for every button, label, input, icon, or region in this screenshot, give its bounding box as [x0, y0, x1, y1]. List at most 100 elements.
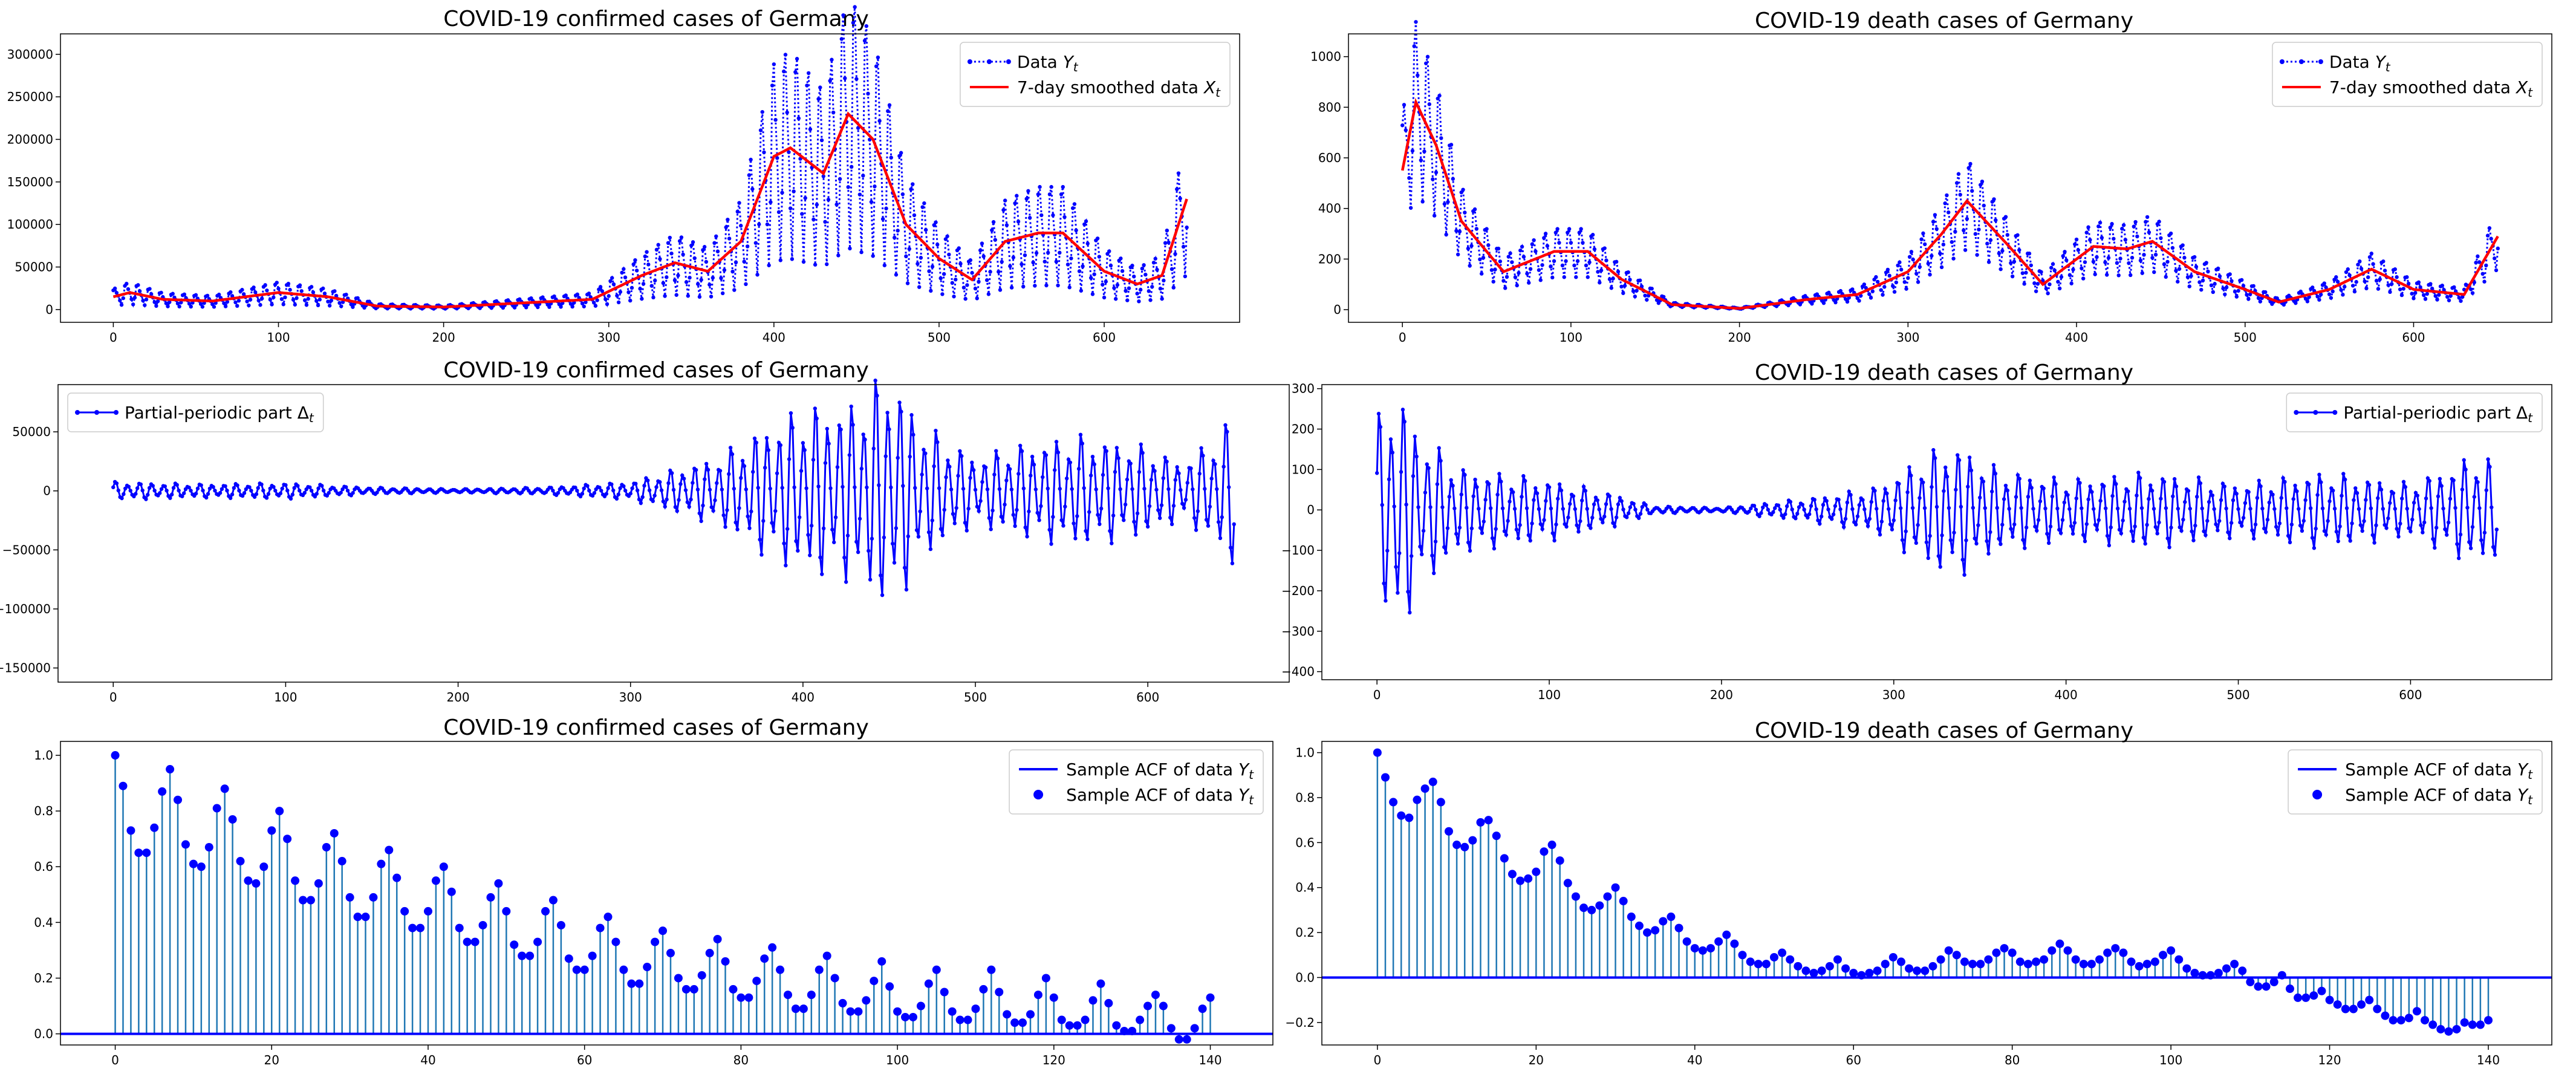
data-point	[649, 284, 654, 288]
data-point	[1609, 507, 1613, 512]
plot-area: 0 100 200 300 400 500 600 −150000−100000−50000…	[0, 379, 1290, 705]
data-point	[917, 285, 922, 289]
data-point	[1396, 591, 1400, 595]
data-point	[2308, 506, 2313, 510]
data-point	[1534, 486, 1538, 490]
data-point	[2246, 297, 2251, 301]
data-point	[793, 70, 798, 74]
data-point	[2080, 266, 2084, 270]
data-point	[1173, 478, 1177, 482]
data-point	[2243, 501, 2248, 506]
plot-area: 0 20 40 60 80 100 120 140 −0.20.00.20.40.60.81.…	[1285, 741, 2552, 1067]
data-point	[1904, 529, 1908, 533]
data-point	[1412, 44, 1416, 48]
data-point	[2474, 261, 2478, 265]
data-point	[2168, 231, 2173, 236]
legend-marker	[1033, 790, 1044, 799]
data-point	[177, 488, 181, 493]
x-tick-label: 100	[886, 1053, 909, 1067]
acf-point	[2277, 971, 2286, 980]
data-point	[2061, 254, 2065, 258]
data-point	[1382, 581, 1386, 585]
acf-point	[423, 906, 432, 916]
data-point	[1997, 536, 2001, 541]
acf-point	[1825, 962, 1834, 971]
data-point	[2034, 289, 2038, 293]
acf-point	[651, 937, 660, 946]
data-point	[845, 533, 850, 538]
data-point	[1973, 536, 1977, 541]
data-point	[740, 458, 745, 463]
data-point	[1510, 260, 1514, 264]
data-point	[1894, 280, 1899, 285]
data-point	[1178, 196, 1182, 201]
data-point	[2393, 507, 2397, 511]
data-point	[1568, 502, 1572, 506]
data-point	[1101, 282, 1105, 287]
y-tick-label: 1000	[1310, 50, 1341, 64]
data-point	[2417, 507, 2421, 511]
data-point	[971, 468, 976, 472]
data-point	[1179, 487, 1183, 492]
data-point	[1516, 536, 1520, 541]
data-point	[828, 79, 832, 83]
data-point	[1945, 475, 1950, 479]
legend: Partial-periodic part Δt	[2286, 392, 2543, 432]
data-point	[2109, 525, 2113, 530]
data-point	[2348, 539, 2352, 543]
data-point	[1547, 485, 1552, 489]
data-point	[963, 521, 968, 525]
data-point	[1911, 257, 1915, 262]
data-point	[1463, 473, 1467, 477]
data-point	[1783, 512, 1787, 516]
data-point	[1478, 526, 1483, 530]
data-point	[2096, 224, 2101, 229]
data-point	[1530, 242, 1534, 247]
acf-point	[275, 807, 284, 816]
x-tick-label: 0	[1399, 330, 1407, 345]
data-point	[1890, 527, 1895, 532]
data-point	[1592, 247, 1597, 252]
data-point	[2341, 472, 2346, 476]
acf-point	[306, 896, 315, 905]
data-point	[831, 540, 836, 544]
data-point	[220, 487, 224, 491]
acf-point	[2008, 948, 2017, 957]
data-point	[1947, 506, 1951, 510]
acf-point	[1706, 944, 1716, 953]
data-point	[1094, 487, 1098, 492]
data-point	[1661, 295, 1666, 299]
acf-point	[1857, 971, 1866, 980]
x-tick-label: 40	[1687, 1053, 1702, 1067]
data-point	[1142, 263, 1146, 267]
data-point	[1140, 266, 1145, 271]
data-point	[2493, 553, 2497, 557]
data-point	[1445, 526, 1450, 530]
data-point	[737, 201, 741, 205]
data-point	[934, 428, 938, 433]
acf-point	[1049, 993, 1058, 1002]
data-point	[1072, 521, 1076, 526]
y-tick-label: 0.8	[34, 804, 53, 818]
data-point	[2142, 253, 2146, 257]
data-point	[963, 296, 968, 301]
acf-point	[2055, 939, 2064, 948]
data-point	[897, 154, 902, 158]
data-point	[1986, 552, 1991, 556]
acf-point	[1865, 969, 1874, 978]
data-point	[797, 515, 802, 519]
data-point	[819, 138, 824, 143]
data-point	[801, 259, 806, 264]
data-point	[1374, 471, 1379, 475]
data-point	[1463, 210, 1467, 215]
data-point	[1597, 507, 1601, 512]
data-point	[1424, 61, 1428, 65]
data-point	[2038, 499, 2043, 504]
data-point	[356, 296, 360, 301]
data-point	[1092, 272, 1096, 276]
data-point	[2477, 260, 2482, 264]
data-point	[1892, 290, 1897, 294]
acf-point	[2135, 962, 2144, 971]
acf-point	[807, 991, 816, 1000]
data-point	[1000, 259, 1004, 264]
